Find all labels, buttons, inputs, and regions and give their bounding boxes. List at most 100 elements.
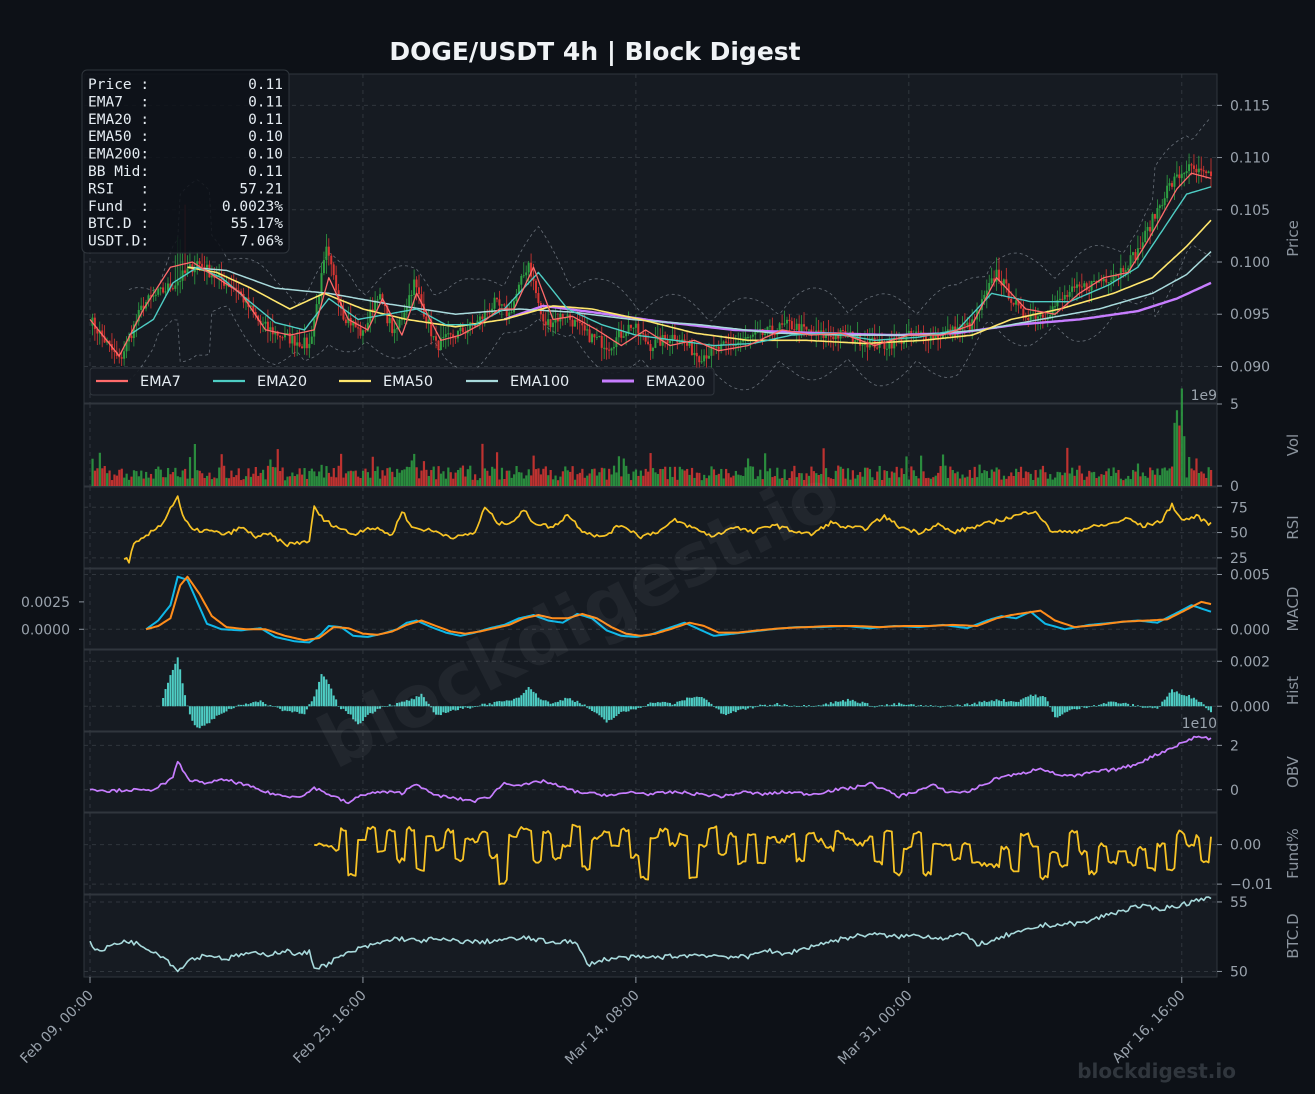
hist-bar (218, 706, 221, 715)
hist-bar (220, 706, 223, 714)
hist-bar (856, 702, 859, 707)
candle-body (678, 342, 681, 344)
hist-bar (1188, 694, 1191, 707)
candle-body (444, 334, 447, 338)
hist-bar (491, 704, 494, 707)
hist-bar (888, 705, 891, 707)
volume-bar (997, 469, 1001, 486)
volume-bar (1168, 468, 1171, 486)
volume-bar (301, 474, 304, 486)
hist-bar (917, 705, 920, 707)
volume-bar (937, 472, 940, 486)
volume-bar (459, 467, 462, 486)
price-ytick-label: 0.100 (1230, 255, 1270, 271)
hist-bar (993, 701, 996, 707)
hist-bar (895, 705, 898, 707)
candle-body (1134, 252, 1137, 260)
volume-bar (286, 476, 289, 486)
hist-bar (588, 706, 591, 710)
candle-body (983, 294, 986, 300)
volume-bar (1197, 473, 1201, 486)
hist-bar (566, 698, 569, 707)
hist-bar (851, 699, 854, 707)
hist-bar (196, 706, 199, 728)
candle-body (318, 296, 321, 305)
volume-bar (145, 471, 148, 486)
hist-bar (164, 689, 167, 707)
hist-bar (844, 701, 847, 707)
hist-bar (834, 701, 837, 707)
volume-bar (634, 469, 638, 486)
volume-bar (1078, 465, 1081, 486)
volume-bar (444, 478, 447, 486)
volume-bar (1029, 473, 1032, 486)
hist-bar (710, 703, 713, 707)
candle-body (310, 336, 313, 344)
volume-bar (834, 470, 837, 486)
info-value: 0.11 (248, 77, 283, 93)
candle-body (1183, 173, 1186, 175)
volume-bar (481, 443, 484, 486)
hist-bar (410, 698, 413, 707)
volume-ytick-label: 5 (1230, 397, 1239, 413)
hist-bar (727, 706, 730, 714)
candle-body (549, 319, 552, 328)
candle-body (737, 342, 740, 345)
hist-bar (995, 699, 998, 707)
hist-bar (554, 702, 557, 707)
hist-bar (720, 706, 723, 714)
hist-bar (798, 706, 801, 707)
candle-body (166, 283, 169, 292)
hist-bar (1158, 706, 1161, 707)
hist-bar (647, 704, 650, 707)
volume-bar (378, 478, 382, 486)
hist-bar (547, 701, 550, 707)
hist-bar (1171, 689, 1174, 707)
candle-body (742, 339, 745, 342)
hist-bar (291, 706, 294, 713)
volume-bar (381, 470, 384, 486)
volume-bar (686, 468, 689, 486)
hist-bar (990, 700, 993, 707)
hist-bar (388, 704, 391, 707)
candle-body (220, 273, 223, 281)
hist-bar (839, 701, 842, 707)
rsi-ytick-label: 75 (1230, 500, 1248, 516)
candle-body (396, 327, 399, 330)
candle-body (403, 312, 406, 319)
candle-body (832, 336, 835, 340)
volume-bar (342, 477, 345, 486)
hist-bar (900, 703, 903, 707)
candle-body (717, 346, 720, 350)
volume-bar (1127, 475, 1130, 486)
candle-body (517, 284, 520, 294)
hist-bar (734, 706, 737, 713)
hist-bar (954, 705, 957, 707)
hist-bar (464, 706, 467, 708)
candle-body (900, 336, 903, 344)
candle-body (854, 340, 857, 343)
candle-body (252, 305, 255, 313)
macd-ylabel: MACD (1284, 587, 1302, 632)
volume-bar (1110, 476, 1113, 486)
hist-bar (642, 706, 645, 707)
candle-body (1027, 318, 1030, 321)
candle-body (283, 333, 286, 338)
candle-body (866, 341, 869, 348)
candle-body (296, 342, 299, 346)
candle-body (301, 346, 304, 349)
volume-bar (1061, 475, 1064, 486)
candle-body (157, 288, 160, 295)
volume-bar (1205, 477, 1208, 486)
volume-bar (722, 478, 725, 486)
candle-body (1188, 164, 1191, 172)
volume-bar (213, 477, 216, 486)
candle-body (659, 336, 662, 346)
candle-body (383, 303, 386, 306)
candle-body (586, 329, 589, 331)
candle-body (1122, 268, 1125, 272)
candle-body (1080, 286, 1083, 288)
hist-bar (469, 706, 472, 709)
volume-bar (968, 469, 971, 486)
volume-bar (842, 468, 845, 486)
